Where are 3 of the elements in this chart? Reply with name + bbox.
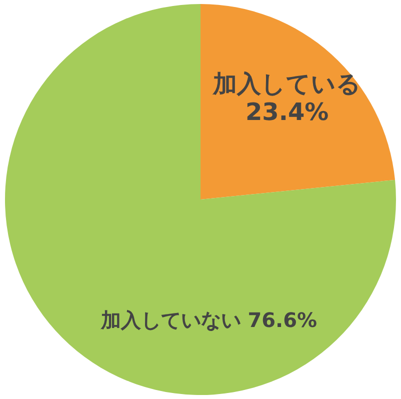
data-label: 23.4%: [245, 98, 329, 126]
slice-label: 加入していない 76.6%: [100, 308, 318, 332]
slice-label: 加入している: [212, 70, 362, 98]
